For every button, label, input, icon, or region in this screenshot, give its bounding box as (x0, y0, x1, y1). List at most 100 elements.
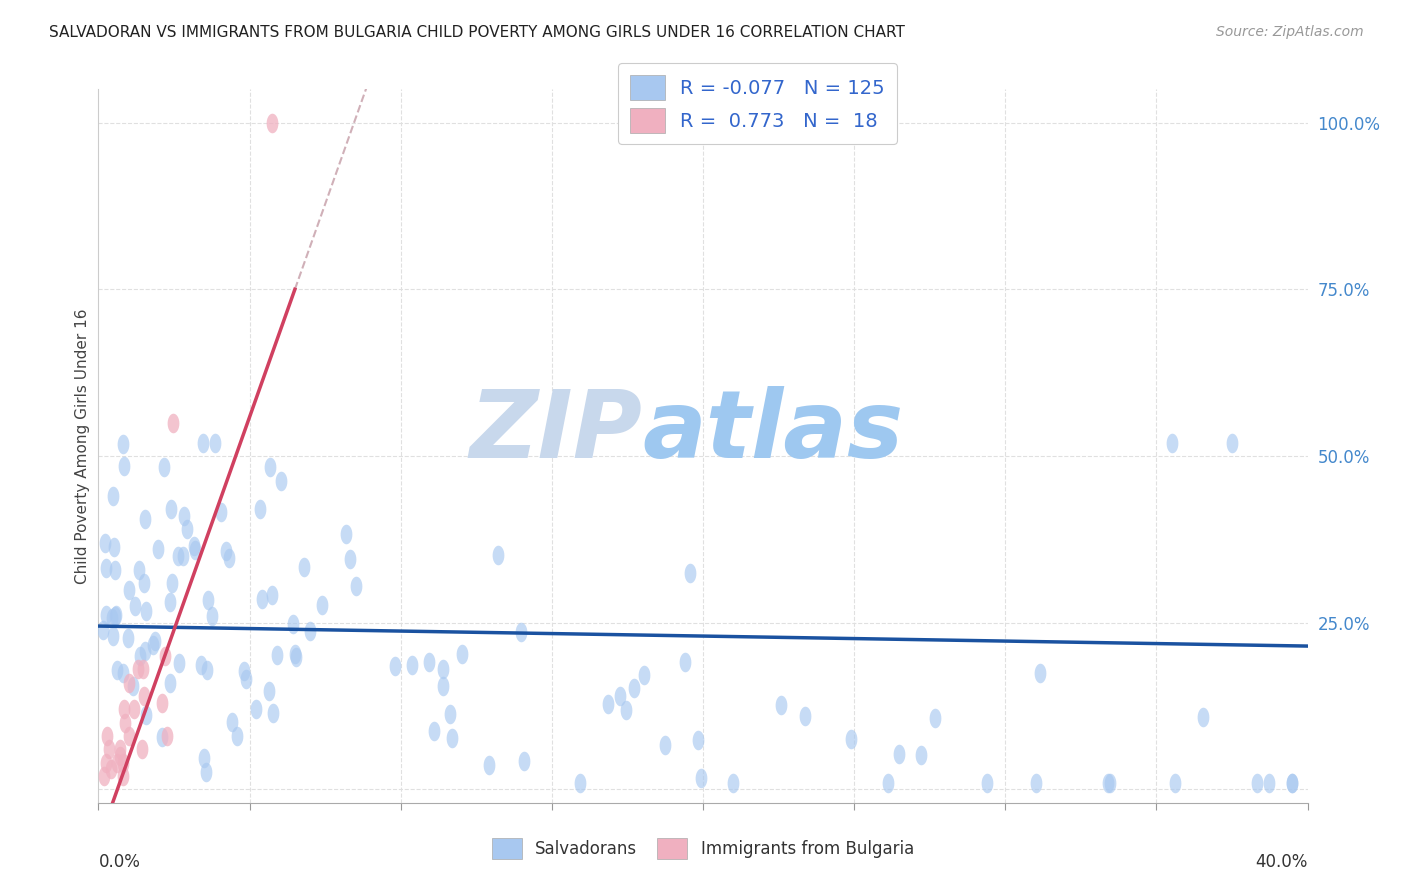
Point (143, 634, 166, 648)
Point (257, 684, 280, 698)
Point (94, 756, 117, 770)
Point (270, 475, 292, 489)
Point (245, 702, 267, 716)
Point (221, 714, 243, 729)
Point (384, 659, 406, 673)
Point (976, 776, 998, 790)
Point (131, 742, 153, 756)
Point (156, 729, 179, 743)
Point (418, 655, 440, 669)
Point (108, 742, 131, 756)
Point (131, 662, 153, 676)
Point (423, 724, 446, 739)
Point (104, 608, 127, 623)
Point (117, 631, 139, 645)
Text: Source: ZipAtlas.com: Source: ZipAtlas.com (1216, 25, 1364, 39)
Point (117, 582, 139, 597)
Point (159, 675, 181, 690)
Point (160, 575, 183, 590)
Point (439, 707, 461, 722)
Point (1029, 666, 1052, 681)
Point (654, 739, 676, 753)
Point (166, 549, 188, 564)
Point (1258, 776, 1281, 790)
Point (1097, 776, 1119, 790)
Point (150, 730, 173, 744)
Legend: Salvadorans, Immigrants from Bulgaria: Salvadorans, Immigrants from Bulgaria (485, 831, 921, 866)
Point (96, 729, 118, 743)
Point (128, 563, 150, 577)
Point (134, 708, 156, 723)
Point (172, 549, 194, 563)
Point (283, 616, 305, 631)
Point (105, 756, 128, 770)
Point (1281, 776, 1303, 790)
Point (235, 672, 257, 686)
Text: ZIP: ZIP (470, 385, 643, 478)
Point (160, 502, 183, 516)
Point (134, 644, 156, 658)
Point (124, 599, 146, 613)
Point (266, 648, 288, 662)
Point (633, 668, 655, 682)
Point (260, 115, 283, 129)
Point (148, 542, 170, 557)
Point (105, 663, 128, 677)
Point (201, 609, 224, 624)
Point (675, 655, 697, 669)
Point (127, 662, 149, 676)
Point (132, 689, 155, 703)
Point (1246, 776, 1268, 790)
Point (96, 608, 118, 623)
Point (284, 650, 307, 665)
Point (690, 771, 713, 785)
Point (568, 776, 591, 790)
Point (111, 756, 134, 770)
Point (108, 749, 131, 764)
Point (159, 595, 181, 609)
Text: 0.0%: 0.0% (98, 853, 141, 871)
Point (478, 758, 501, 772)
Point (134, 512, 156, 526)
Point (118, 675, 141, 690)
Point (249, 502, 271, 516)
Point (215, 544, 238, 558)
Point (91, 623, 114, 637)
Point (183, 542, 205, 557)
Point (1192, 709, 1215, 723)
Text: 40.0%: 40.0% (1256, 853, 1308, 871)
Point (100, 611, 122, 625)
Point (101, 489, 124, 503)
Point (111, 666, 134, 681)
Point (104, 607, 127, 622)
Point (769, 698, 792, 712)
Point (509, 625, 531, 640)
Point (298, 624, 321, 639)
Point (432, 679, 454, 693)
Point (135, 604, 157, 618)
Point (104, 563, 127, 577)
Point (344, 579, 367, 593)
Point (451, 647, 474, 661)
Point (93, 769, 115, 783)
Point (623, 681, 645, 695)
Point (153, 460, 176, 475)
Point (441, 731, 464, 746)
Point (609, 689, 631, 703)
Point (103, 540, 125, 554)
Point (339, 552, 361, 566)
Point (197, 592, 219, 607)
Point (122, 702, 145, 716)
Point (111, 769, 134, 783)
Point (877, 776, 900, 790)
Point (259, 459, 281, 474)
Point (94, 561, 117, 575)
Y-axis label: Child Poverty Among Girls Under 16: Child Poverty Among Girls Under 16 (75, 309, 90, 583)
Point (401, 658, 423, 673)
Point (150, 696, 173, 710)
Point (112, 702, 135, 716)
Point (1281, 776, 1303, 790)
Point (111, 437, 134, 451)
Point (432, 662, 454, 676)
Point (112, 458, 135, 473)
